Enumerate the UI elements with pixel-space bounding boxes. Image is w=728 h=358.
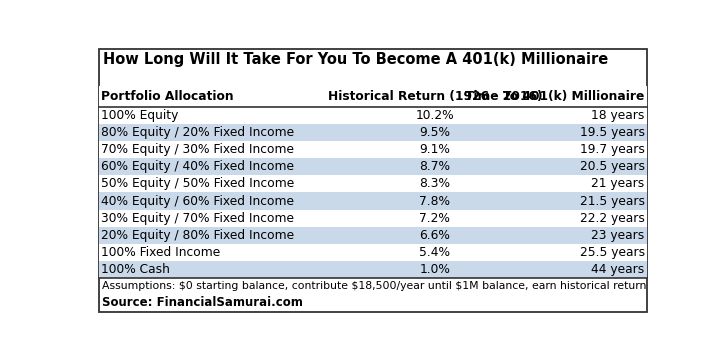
Text: Source: FinancialSamurai.com: Source: FinancialSamurai.com <box>102 296 302 309</box>
Bar <box>99 244 647 261</box>
Text: 50% Equity / 50% Fixed Income: 50% Equity / 50% Fixed Income <box>101 178 295 190</box>
Text: 30% Equity / 70% Fixed Income: 30% Equity / 70% Fixed Income <box>101 212 295 224</box>
Bar <box>99 158 647 175</box>
Text: 80% Equity / 20% Fixed Income: 80% Equity / 20% Fixed Income <box>101 126 295 139</box>
Text: 1.0%: 1.0% <box>419 263 450 276</box>
Text: 21 years: 21 years <box>591 178 645 190</box>
Text: 10.2%: 10.2% <box>416 109 454 122</box>
Bar <box>99 227 647 244</box>
Text: Assumptions: $0 starting balance, contribute $18,500/year until $1M balance, ear: Assumptions: $0 starting balance, contri… <box>102 281 646 291</box>
Text: 8.3%: 8.3% <box>419 178 451 190</box>
Bar <box>99 193 647 209</box>
Text: 40% Equity / 60% Fixed Income: 40% Equity / 60% Fixed Income <box>101 194 295 208</box>
Text: 19.5 years: 19.5 years <box>579 126 645 139</box>
Text: 100% Fixed Income: 100% Fixed Income <box>101 246 221 259</box>
Text: 7.2%: 7.2% <box>419 212 450 224</box>
Text: 6.6%: 6.6% <box>419 229 450 242</box>
Text: 9.5%: 9.5% <box>419 126 451 139</box>
Bar <box>99 261 647 278</box>
Text: 22.2 years: 22.2 years <box>579 212 645 224</box>
Text: 25.5 years: 25.5 years <box>579 246 645 259</box>
Text: 60% Equity / 40% Fixed Income: 60% Equity / 40% Fixed Income <box>101 160 295 173</box>
Bar <box>99 175 647 193</box>
Text: How Long Will It Take For You To Become A 401(k) Millionaire: How Long Will It Take For You To Become … <box>103 52 609 67</box>
Text: 100% Cash: 100% Cash <box>101 263 170 276</box>
Text: 44 years: 44 years <box>591 263 645 276</box>
Text: Portfolio Allocation: Portfolio Allocation <box>101 90 234 103</box>
Text: 23 years: 23 years <box>591 229 645 242</box>
Text: 70% Equity / 30% Fixed Income: 70% Equity / 30% Fixed Income <box>101 143 295 156</box>
Text: 21.5 years: 21.5 years <box>579 194 645 208</box>
Text: 7.8%: 7.8% <box>419 194 451 208</box>
Text: 8.7%: 8.7% <box>419 160 451 173</box>
Bar <box>99 86 647 107</box>
Bar <box>99 124 647 141</box>
Bar <box>99 107 647 124</box>
Text: Historical Return (1926 - 2016): Historical Return (1926 - 2016) <box>328 90 542 103</box>
Bar <box>99 141 647 158</box>
Bar <box>99 209 647 227</box>
Text: Time To 401(k) Millionaire: Time To 401(k) Millionaire <box>465 90 645 103</box>
Text: 9.1%: 9.1% <box>419 143 450 156</box>
Text: 20% Equity / 80% Fixed Income: 20% Equity / 80% Fixed Income <box>101 229 295 242</box>
Text: 5.4%: 5.4% <box>419 246 451 259</box>
Text: 18 years: 18 years <box>591 109 645 122</box>
Text: 19.7 years: 19.7 years <box>579 143 645 156</box>
Text: 100% Equity: 100% Equity <box>101 109 179 122</box>
Text: 20.5 years: 20.5 years <box>579 160 645 173</box>
